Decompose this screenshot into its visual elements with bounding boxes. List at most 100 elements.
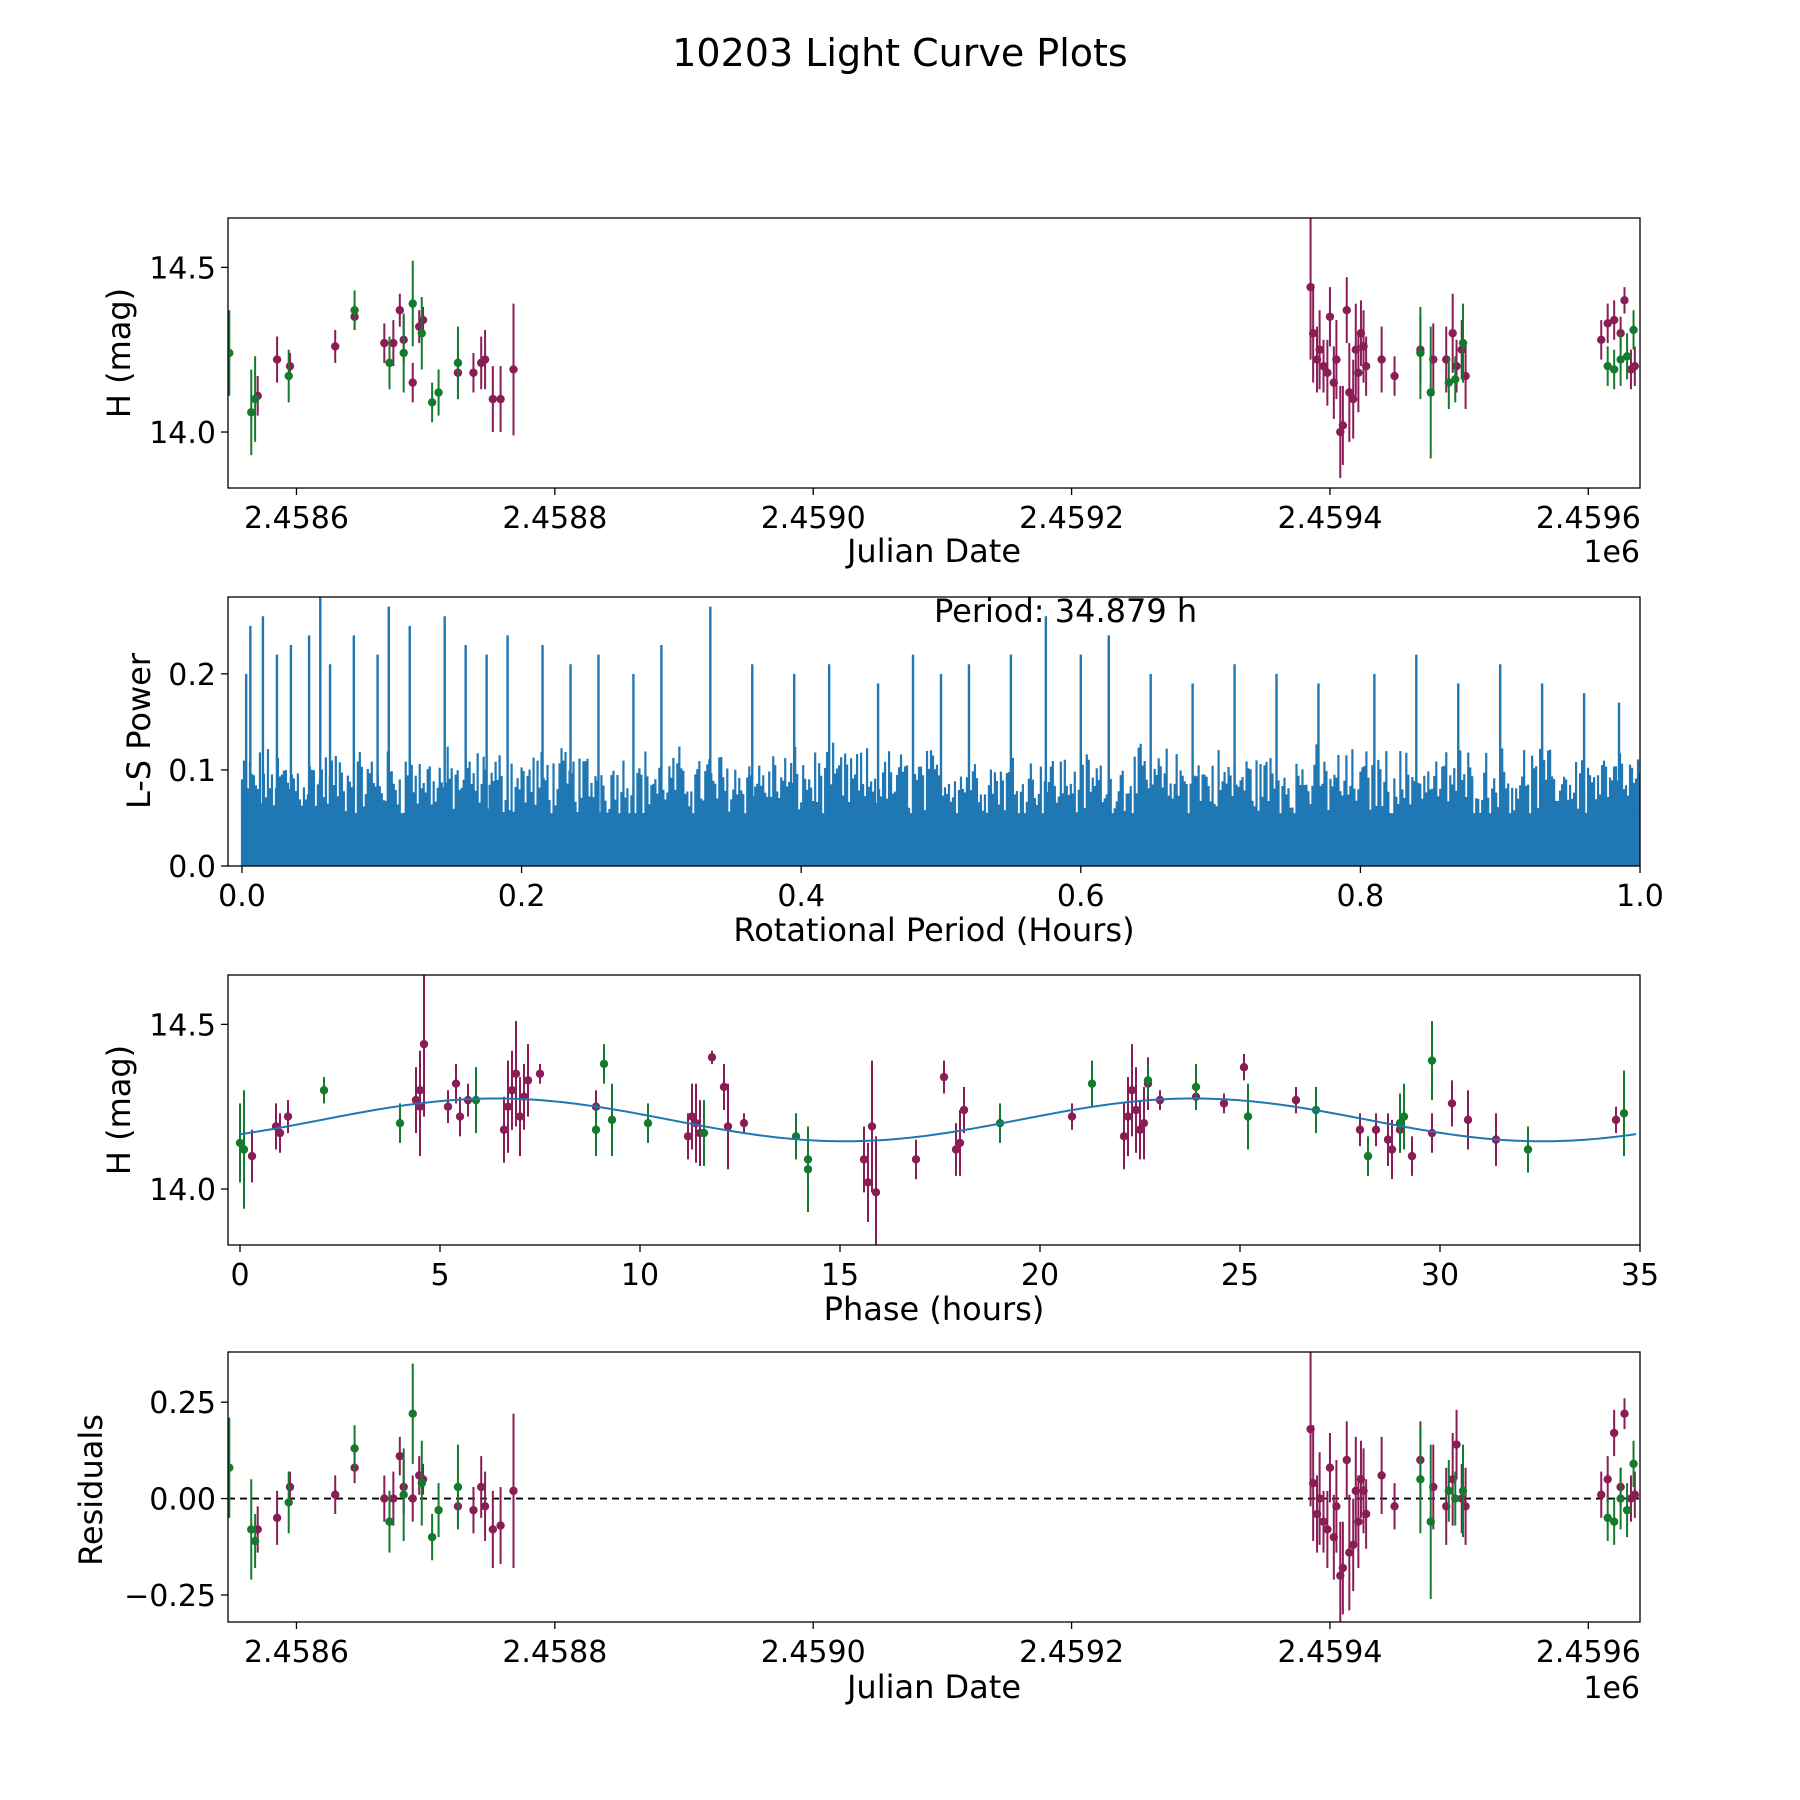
data-point-green (453, 358, 463, 368)
data-point-magenta (955, 1138, 965, 1148)
data-point-magenta (496, 1521, 505, 1530)
data-point-magenta (1345, 1548, 1354, 1557)
data-point-magenta (480, 1502, 490, 1511)
data-point-magenta (911, 1155, 921, 1164)
data-point-green (350, 305, 359, 315)
data-point-green (1427, 1056, 1437, 1065)
data-point-green (408, 299, 417, 308)
data-point-green (1622, 352, 1632, 361)
data-point-magenta (1323, 1525, 1332, 1534)
data-point-magenta (283, 1112, 293, 1121)
data-point-magenta (1452, 361, 1461, 371)
data-point-magenta (1315, 1494, 1324, 1503)
data-point-green (385, 358, 394, 368)
y-tick-label: 14.0 (149, 416, 216, 451)
data-point-magenta (418, 315, 428, 325)
data-point-magenta (523, 1076, 533, 1085)
x-tick-label: 0.8 (1337, 879, 1385, 914)
data-point-magenta (1630, 1490, 1640, 1499)
data-point-green (1622, 1505, 1632, 1515)
data-point-magenta (1361, 361, 1371, 371)
data-point-green (350, 1444, 359, 1453)
data-point-magenta (488, 1525, 498, 1534)
data-point-green (1629, 1459, 1638, 1469)
light-curve-y-label: H (mag) (100, 288, 138, 418)
data-point-magenta (272, 355, 282, 364)
data-point-magenta (1361, 1509, 1371, 1519)
data-point-green (1616, 1494, 1625, 1503)
data-point-green (250, 1536, 260, 1546)
data-point-green (1523, 1145, 1533, 1154)
data-point-green (408, 1409, 417, 1418)
data-point-magenta (951, 1145, 961, 1154)
data-point-green (239, 1145, 249, 1154)
figure-title: 10203 Light Curve Plots (672, 31, 1127, 75)
data-point-magenta (285, 361, 295, 371)
x-tick-label: 2.4586 (244, 1635, 349, 1670)
data-point-magenta (395, 1451, 405, 1461)
data-point-magenta (1620, 1409, 1629, 1418)
data-point-magenta (496, 394, 505, 404)
data-point-green (599, 1059, 609, 1069)
data-point-magenta (451, 1079, 461, 1088)
data-point-magenta (1355, 1125, 1365, 1134)
data-point-magenta (739, 1118, 749, 1128)
data-point-magenta (1611, 1115, 1621, 1125)
x-tick-label: 10 (621, 1258, 659, 1293)
data-point-magenta (1119, 1132, 1129, 1141)
data-point-green (1191, 1082, 1201, 1092)
data-point-magenta (707, 1053, 717, 1062)
data-point-magenta (509, 365, 518, 374)
light-curve-x-label: Julian Date (845, 532, 1021, 570)
data-point-green (1458, 1486, 1468, 1496)
data-point-magenta (687, 1112, 697, 1121)
y-tick-label: 0.0 (168, 850, 216, 885)
x-tick-label: 2.4588 (502, 1635, 607, 1670)
data-point-magenta (1377, 1471, 1386, 1480)
data-point-magenta (1067, 1112, 1077, 1121)
x-tick-label: 2.4590 (761, 1635, 866, 1670)
data-point-magenta (863, 1178, 873, 1187)
model-curve (239, 1097, 1637, 1143)
data-point-green (1426, 1517, 1435, 1526)
x-tick-label: 20 (1021, 1258, 1059, 1293)
data-point-magenta (331, 1490, 340, 1499)
data-point-magenta (1127, 1086, 1137, 1095)
residuals-x-label: Julian Date (845, 1668, 1021, 1706)
y-tick-label: 14.0 (149, 1173, 216, 1208)
data-point-magenta (959, 1105, 969, 1115)
data-point-magenta (443, 1102, 453, 1111)
data-point-magenta (408, 378, 417, 387)
x-tick-label: 0.2 (498, 879, 546, 914)
data-point-green (643, 1118, 653, 1128)
data-point-magenta (1319, 1517, 1328, 1526)
data-point-green (1399, 1112, 1409, 1121)
data-point-magenta (1325, 1463, 1335, 1472)
y-tick-label: 14.5 (149, 251, 216, 286)
data-point-magenta (1447, 1099, 1457, 1108)
x-tick-label: 2.4596 (1536, 501, 1641, 536)
data-point-green (284, 371, 293, 381)
data-point-magenta (1332, 1502, 1341, 1511)
x-tick-label: 5 (430, 1258, 449, 1293)
data-point-magenta (419, 1039, 429, 1049)
x-tick-label: 30 (1421, 1258, 1459, 1293)
data-point-green (228, 1463, 234, 1472)
data-point-magenta (1597, 335, 1606, 345)
data-point-green (591, 1125, 601, 1134)
data-point-green (284, 1498, 293, 1507)
data-point-green (1616, 355, 1625, 364)
data-point-magenta (509, 1486, 518, 1496)
periodogram-y-label: L-S Power (120, 652, 158, 809)
data-point-magenta (1377, 355, 1386, 364)
data-point-green (399, 1490, 408, 1499)
data-point-green (1609, 365, 1619, 374)
x-tick-label: 2.4592 (1019, 1635, 1124, 1670)
y-tick-label: 0.25 (149, 1386, 216, 1421)
data-point-green (1416, 348, 1425, 358)
data-point-magenta (507, 1086, 517, 1095)
data-point-green (417, 329, 426, 338)
data-point-green (427, 398, 437, 407)
data-point-magenta (1135, 1125, 1145, 1134)
data-point-magenta (275, 1128, 285, 1138)
